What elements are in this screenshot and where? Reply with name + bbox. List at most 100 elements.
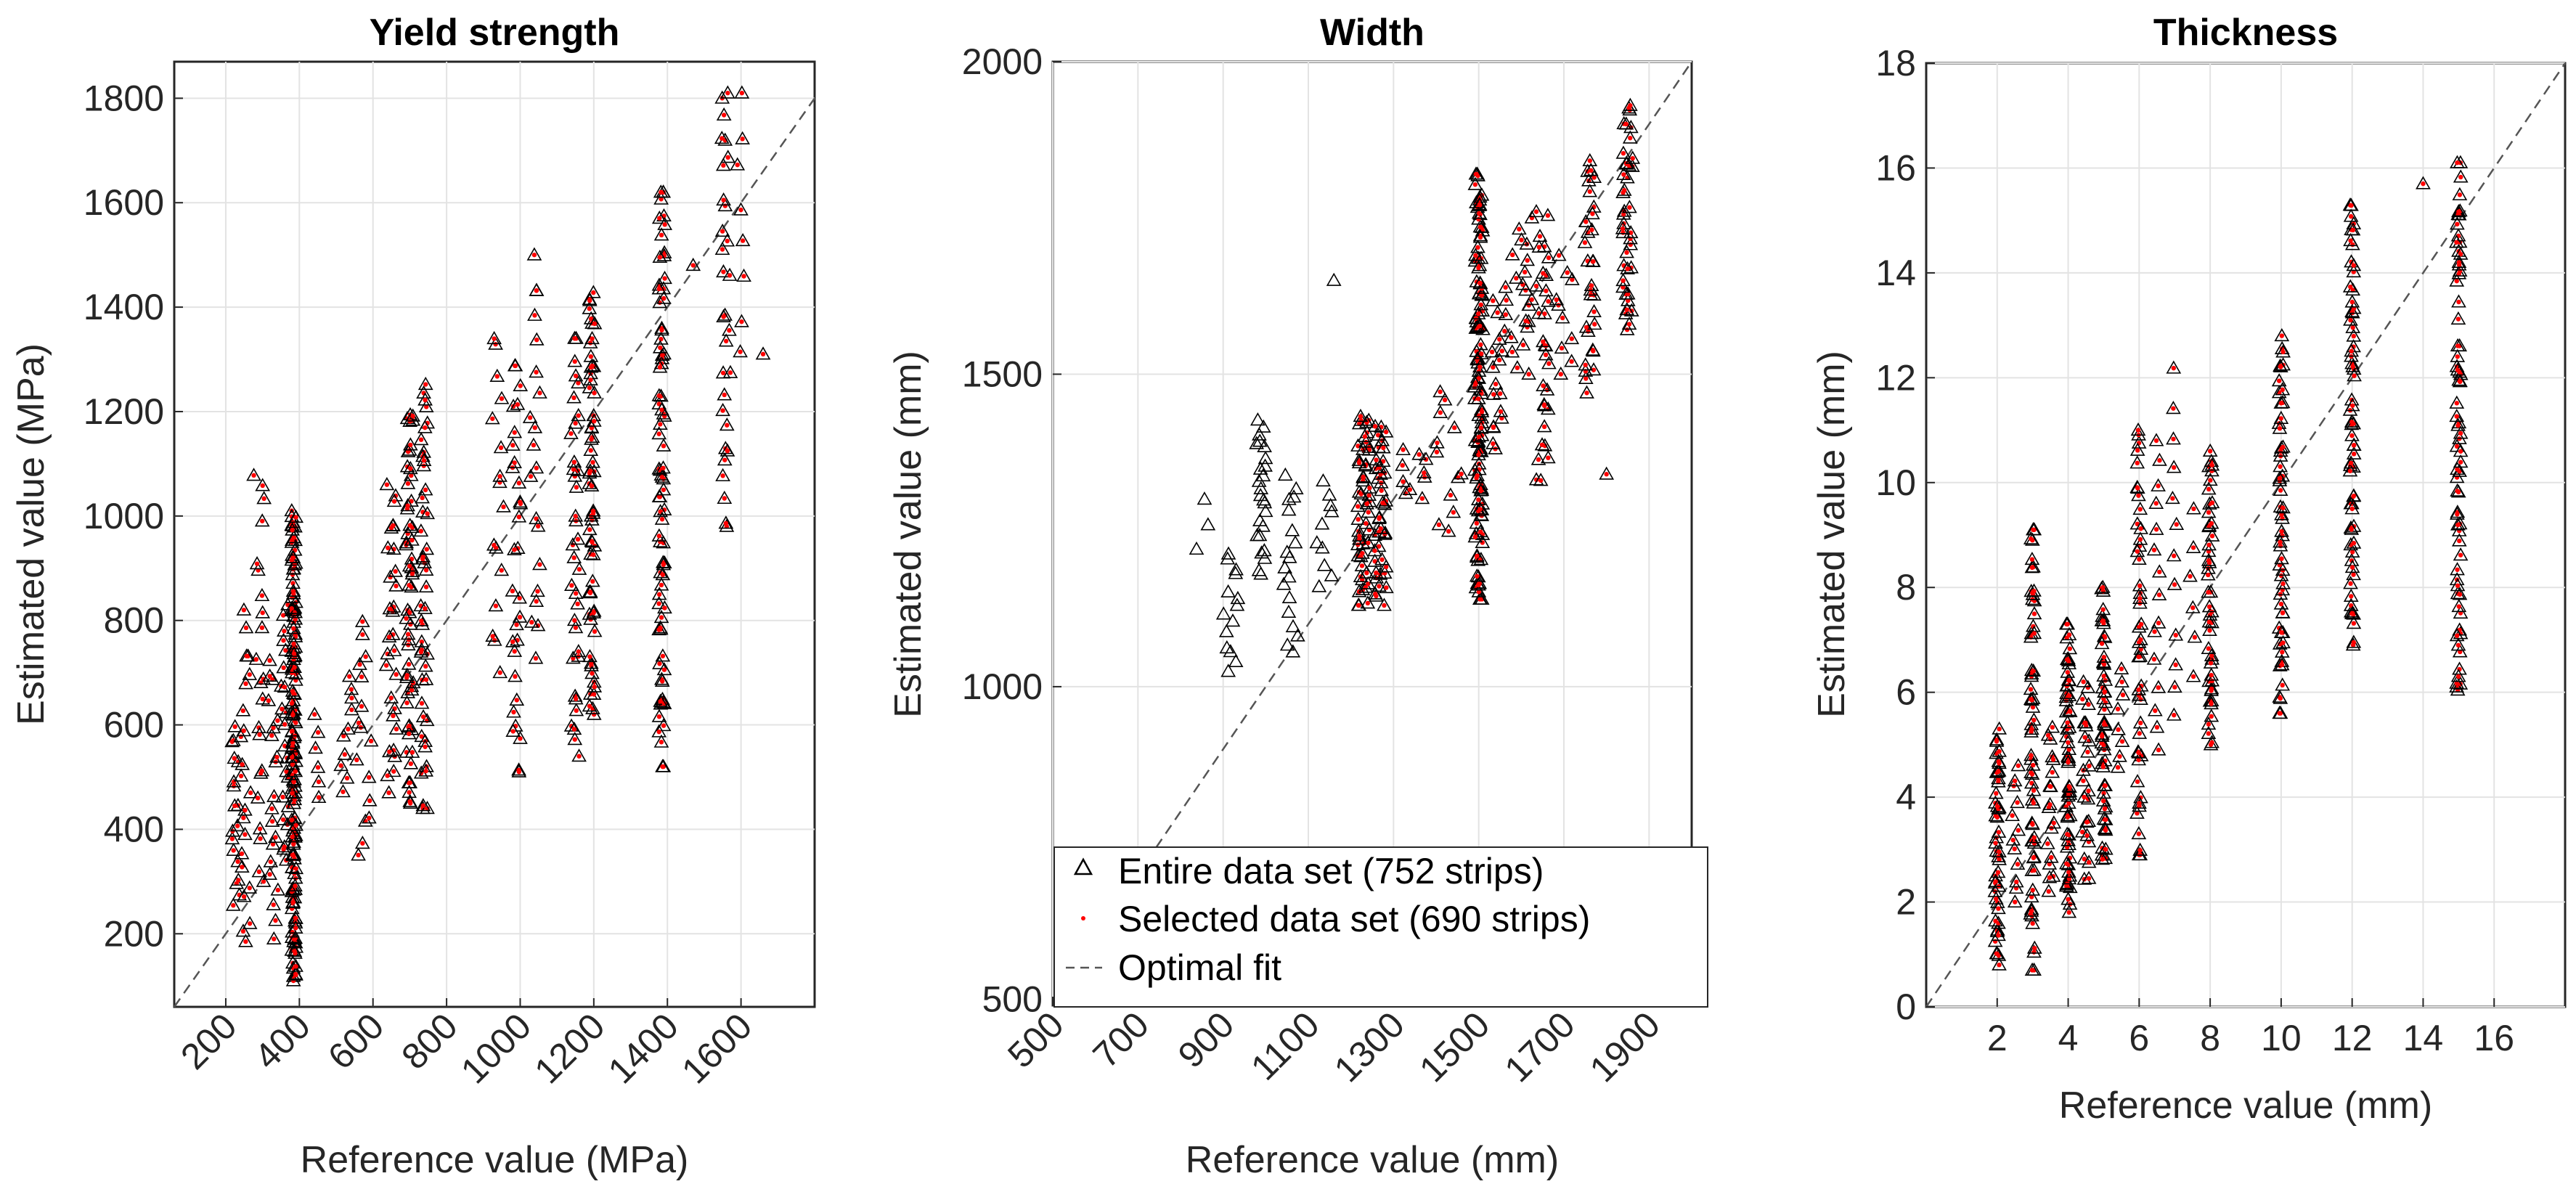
point-entire xyxy=(1989,946,2005,960)
point-selected xyxy=(492,336,497,341)
point-selected xyxy=(2051,820,2056,825)
point-entire xyxy=(2006,778,2022,792)
point-selected xyxy=(571,555,576,560)
point-selected xyxy=(490,634,495,639)
point-selected xyxy=(722,392,727,398)
point-selected xyxy=(1621,172,1626,177)
point-selected xyxy=(289,817,294,822)
point-selected xyxy=(282,685,288,690)
point-entire xyxy=(308,740,323,754)
point-entire xyxy=(505,437,521,451)
point-selected xyxy=(2348,284,2353,290)
point-entire xyxy=(2094,726,2110,740)
point-selected xyxy=(367,798,372,804)
point-entire xyxy=(685,257,701,271)
point-selected xyxy=(2279,528,2284,534)
point-entire xyxy=(2045,751,2061,765)
point-entire xyxy=(2273,596,2289,610)
point-selected xyxy=(1519,237,1524,242)
point-entire xyxy=(583,656,599,669)
point-entire xyxy=(2453,605,2469,619)
point-selected xyxy=(1995,870,2001,875)
point-entire xyxy=(653,565,669,579)
point-entire xyxy=(227,719,243,732)
point-entire xyxy=(509,616,524,631)
point-entire xyxy=(570,531,586,545)
point-entire xyxy=(254,763,270,777)
point-entire xyxy=(1229,597,1245,611)
point-selected xyxy=(271,725,276,730)
point-entire xyxy=(486,537,502,551)
legend-marker-selected xyxy=(1081,916,1085,920)
chart-title: Thickness xyxy=(2153,12,2338,54)
point-selected xyxy=(2137,557,2142,562)
point-entire xyxy=(1218,624,1234,637)
point-entire xyxy=(414,634,430,648)
point-entire xyxy=(2273,395,2289,409)
point-selected xyxy=(661,562,667,568)
point-entire xyxy=(1395,441,1411,456)
point-entire xyxy=(226,732,241,746)
point-selected xyxy=(2087,763,2092,769)
point-selected xyxy=(591,552,596,558)
point-selected xyxy=(1491,392,1496,397)
point-selected xyxy=(590,363,595,369)
point-selected xyxy=(420,803,426,809)
point-entire xyxy=(656,290,672,304)
point-selected xyxy=(2117,754,2122,759)
point-entire xyxy=(718,333,734,347)
point-entire xyxy=(1314,516,1330,530)
point-entire xyxy=(1309,535,1325,549)
point-entire xyxy=(1467,176,1483,190)
point-selected xyxy=(2352,443,2357,448)
point-selected xyxy=(721,163,726,168)
point-selected xyxy=(2458,460,2463,465)
point-selected xyxy=(513,674,518,679)
point-entire xyxy=(2025,915,2041,929)
point-selected xyxy=(723,520,729,526)
point-entire xyxy=(1251,563,1267,576)
point-selected xyxy=(537,391,542,396)
point-selected xyxy=(2454,444,2460,449)
point-entire xyxy=(255,605,271,618)
point-selected xyxy=(1472,182,1478,187)
point-entire xyxy=(2111,722,2126,735)
point-entire xyxy=(285,894,301,908)
point-selected xyxy=(2209,500,2215,505)
point-entire xyxy=(2061,626,2077,641)
point-entire xyxy=(1988,835,2003,849)
point-entire xyxy=(1351,484,1367,498)
point-entire xyxy=(1623,120,1639,134)
point-entire xyxy=(1540,401,1556,415)
point-entire xyxy=(582,335,598,348)
point-selected xyxy=(1994,739,2000,744)
point-selected xyxy=(720,136,725,141)
point-selected xyxy=(1356,603,1361,608)
point-entire xyxy=(1485,420,1501,433)
point-selected xyxy=(657,216,662,221)
point-selected xyxy=(661,487,667,492)
point-selected xyxy=(405,632,411,637)
point-selected xyxy=(517,614,523,620)
point-entire xyxy=(2132,795,2147,809)
point-selected xyxy=(658,345,663,351)
point-entire xyxy=(2096,714,2112,728)
point-entire xyxy=(2097,684,2113,698)
point-entire xyxy=(734,85,750,99)
point-selected xyxy=(592,391,597,396)
point-selected xyxy=(1477,364,1483,370)
point-entire xyxy=(654,469,670,483)
point-entire xyxy=(2275,677,2291,691)
point-entire xyxy=(1583,277,1599,292)
point-selected xyxy=(1537,234,1543,239)
point-entire xyxy=(402,518,418,531)
point-selected xyxy=(239,851,245,857)
point-selected xyxy=(388,695,394,701)
point-entire xyxy=(1250,412,1265,426)
point-selected xyxy=(291,651,297,656)
point-selected xyxy=(2030,705,2036,710)
point-entire xyxy=(2025,699,2041,713)
point-selected xyxy=(2456,209,2461,214)
point-selected xyxy=(271,902,276,907)
point-selected xyxy=(407,799,412,804)
